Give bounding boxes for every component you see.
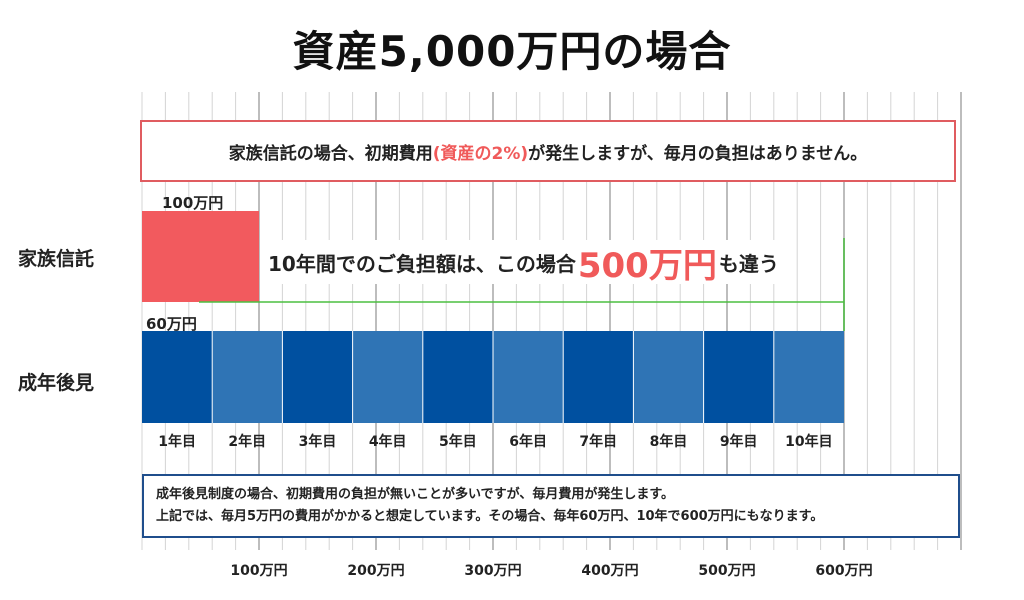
- x-tick-label: 300万円: [464, 563, 521, 579]
- guardianship-segment: [422, 331, 493, 423]
- callout-bottom-line1: 成年後見制度の場合、初期費用の負担が無いことが多いですが、毎月費用が発生します。: [156, 487, 675, 502]
- guardianship-segment: [212, 331, 283, 423]
- year-label: 10年目: [785, 433, 832, 450]
- callout-top-suffix: が発生しますが、毎月の負担はありません。: [528, 143, 868, 164]
- callout-top-prefix: 家族信託の場合、初期費用: [228, 143, 433, 164]
- x-tick-label: 100万円: [230, 563, 287, 579]
- year-label: 9年目: [720, 433, 758, 450]
- callout-top-highlight: (資産の2%): [432, 143, 529, 164]
- page-title: 資産5,000万円の場合: [292, 27, 732, 76]
- guardianship-segment: [282, 331, 353, 423]
- guardianship-segment: [142, 331, 213, 423]
- row-label-family-trust: 家族信託: [18, 248, 95, 270]
- guardianship-segment-value: 60万円: [146, 315, 197, 333]
- family-trust-callout: 家族信託の場合、初期費用 (資産の2%) が発生しますが、毎月の負担はありません。: [140, 120, 956, 182]
- difference-suffix: も違う: [718, 251, 779, 276]
- row-label-guardianship: 成年後見: [18, 372, 95, 394]
- family-trust-bar-value: 100万円: [162, 194, 224, 212]
- callout-bottom-line2: 上記では、毎月5万円の費用がかかると想定しています。その場合、毎年60万円、10…: [156, 509, 824, 524]
- year-label: 7年目: [579, 433, 617, 450]
- year-label: 4年目: [369, 433, 407, 450]
- guardianship-segment: [493, 331, 564, 423]
- guardianship-segment: [703, 331, 774, 423]
- guardianship-callout: 成年後見制度の場合、初期費用の負担が無いことが多いですが、毎月費用が発生します。…: [142, 474, 960, 538]
- x-tick-label: 200万円: [347, 563, 404, 579]
- difference-prefix: 10年間でのご負担額は、この場合: [268, 251, 576, 276]
- guardianship-segment: [633, 331, 704, 423]
- year-label: 6年目: [509, 433, 547, 450]
- x-tick-label: 600万円: [815, 563, 872, 579]
- year-label: 1年目: [158, 433, 196, 450]
- x-tick-label: 400万円: [581, 563, 638, 579]
- x-tick-label: 500万円: [698, 563, 755, 579]
- year-label: 8年目: [650, 433, 688, 450]
- guardianship-segment: [773, 331, 844, 423]
- guardianship-segment: [563, 331, 634, 423]
- family-trust-bar: [142, 211, 259, 302]
- year-label: 3年目: [299, 433, 337, 450]
- year-label: 2年目: [228, 433, 266, 450]
- difference-amount: 500万円: [577, 245, 717, 286]
- year-label: 5年目: [439, 433, 477, 450]
- guardianship-segment: [352, 331, 423, 423]
- difference-annotation: 10年間でのご負担額は、この場合 500万円 も違う: [268, 240, 785, 286]
